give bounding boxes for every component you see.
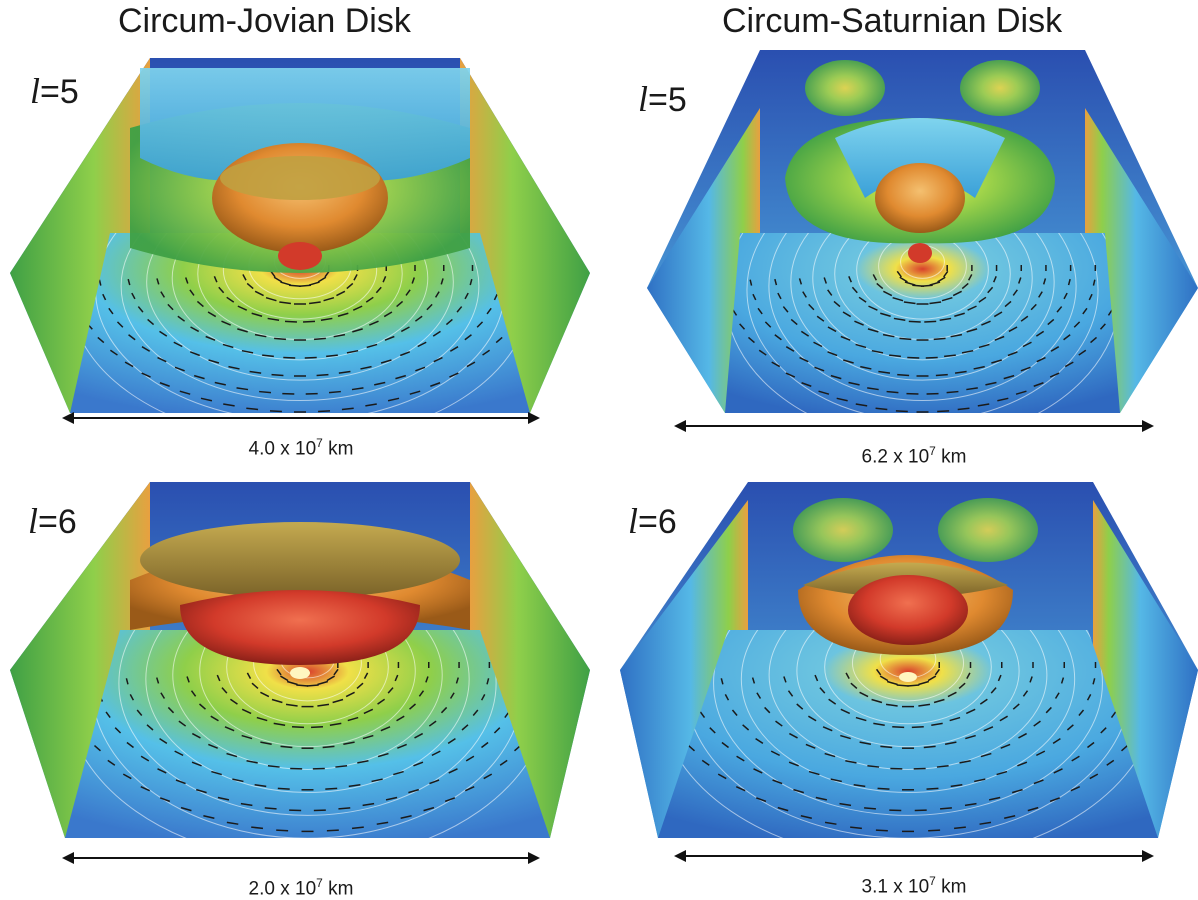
column-title-jovian: Circum-Jovian Disk xyxy=(118,2,411,41)
panel-saturnian-l6: l=6 xyxy=(618,480,1198,842)
double-arrow-icon xyxy=(62,408,540,428)
velocity-arrow xyxy=(909,321,921,322)
velocity-arrow xyxy=(296,685,308,686)
resolution-label: l=5 xyxy=(638,78,687,120)
double-arrow-icon xyxy=(674,416,1154,436)
velocity-arrow xyxy=(259,392,271,393)
velocity-arrow xyxy=(908,685,920,686)
velocity-arrow xyxy=(934,338,946,339)
velocity-arrow xyxy=(311,727,323,728)
contour-render-saturnian-l6 xyxy=(618,480,1198,842)
velocity-arrow xyxy=(928,830,940,831)
velocity-arrow xyxy=(314,338,326,339)
resolution-label: l=6 xyxy=(628,500,677,542)
panel-jovian-l6: l=6 xyxy=(0,480,600,842)
velocity-arrow xyxy=(892,727,904,728)
velocity-arrow xyxy=(317,375,329,376)
scale-bar-saturnian-l6: 3.1 x 107 km xyxy=(674,846,1154,886)
contour-render-saturnian-l5 xyxy=(645,48,1198,418)
scale-label: 3.1 x 107 km xyxy=(674,874,1154,898)
velocity-arrow xyxy=(272,375,284,376)
velocity-arrow xyxy=(899,338,911,339)
velocity-arrow xyxy=(864,808,876,809)
scale-label: 6.2 x 107 km xyxy=(674,444,1154,468)
velocity-arrow xyxy=(327,830,339,831)
velocity-arrow xyxy=(897,685,909,686)
velocity-arrow xyxy=(936,375,948,376)
velocity-arrow xyxy=(289,285,301,286)
velocity-arrow xyxy=(307,685,319,686)
velocity-arrow xyxy=(924,321,936,322)
velocity-arrow xyxy=(924,746,936,747)
scale-bar-saturnian-l5: 6.2 x 107 km xyxy=(674,416,1154,456)
velocity-arrow xyxy=(329,392,341,393)
contour-render-jovian-l5 xyxy=(0,48,600,418)
scale-label: 4.0 x 107 km xyxy=(62,436,540,460)
scale-label: 2.0 x 107 km xyxy=(62,876,540,900)
velocity-arrow xyxy=(940,808,952,809)
velocity-arrow xyxy=(323,746,335,747)
velocity-arrow xyxy=(338,808,350,809)
velocity-arrow xyxy=(896,411,908,412)
velocity-arrow xyxy=(897,375,909,376)
velocity-arrow xyxy=(880,746,892,747)
contour-render-jovian-l6 xyxy=(0,480,600,842)
velocity-arrow xyxy=(285,321,297,322)
velocity-arrow xyxy=(947,392,959,393)
velocity-arrow xyxy=(325,788,337,789)
velocity-arrow xyxy=(876,830,888,831)
velocity-arrow xyxy=(281,746,293,747)
velocity-arrow xyxy=(265,808,277,809)
scale-bar-jovian-l6: 2.0 x 107 km xyxy=(62,848,540,888)
velocity-arrow xyxy=(274,338,286,339)
velocity-arrow xyxy=(887,392,899,393)
velocity-arrow xyxy=(276,830,288,831)
velocity-arrow xyxy=(292,727,304,728)
velocity-arrow xyxy=(937,411,949,412)
velocity-arrow xyxy=(278,788,290,789)
column-title-saturnian: Circum-Saturnian Disk xyxy=(722,2,1062,41)
velocity-arrow xyxy=(878,788,890,789)
resolution-label: l=5 xyxy=(30,70,79,112)
velocity-arrow xyxy=(303,321,315,322)
velocity-arrow xyxy=(912,727,924,728)
resolution-label: l=6 xyxy=(28,500,77,542)
scale-bar-jovian-l5: 4.0 x 107 km xyxy=(62,408,540,448)
double-arrow-icon xyxy=(62,848,540,868)
panel-saturnian-l5: l=5 xyxy=(645,48,1198,418)
panel-jovian-l5: l=5 xyxy=(0,48,600,418)
velocity-arrow xyxy=(927,788,939,789)
double-arrow-icon xyxy=(674,846,1154,866)
